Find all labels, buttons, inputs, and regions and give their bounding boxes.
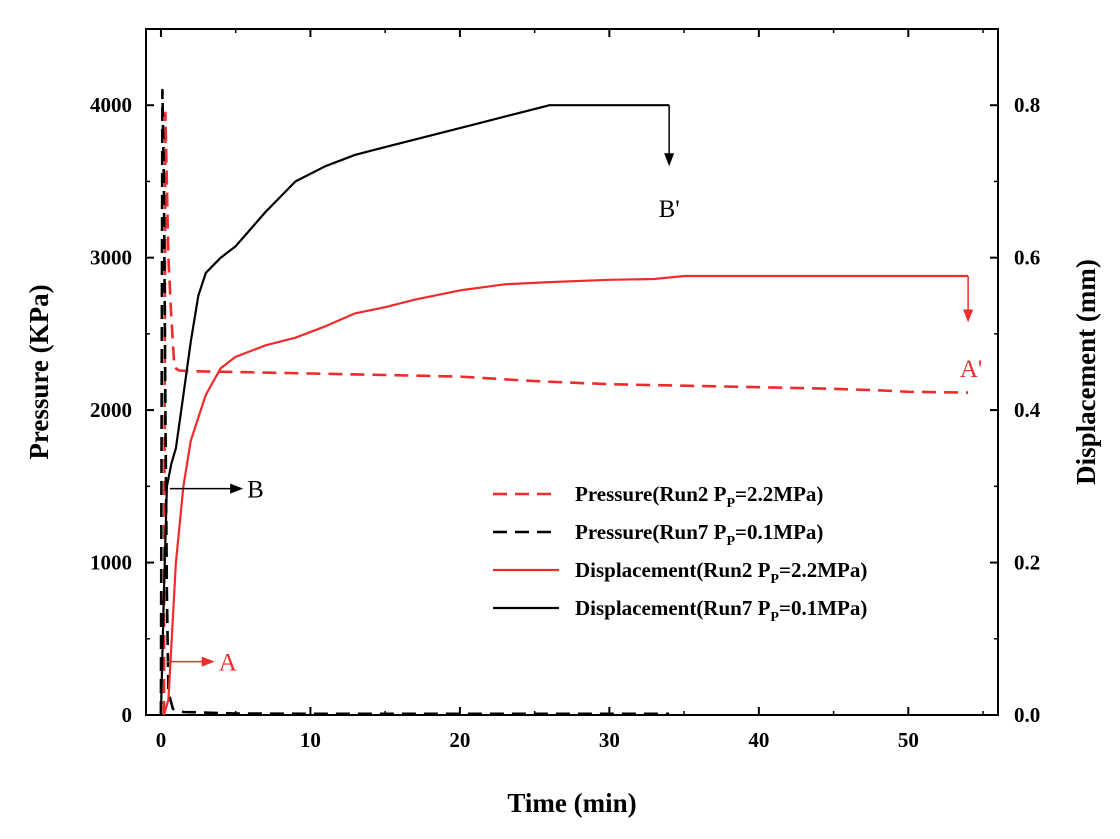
y2-axis-label: Displacement (mm) <box>1071 259 1101 485</box>
arrowhead <box>201 656 215 667</box>
legend-label-2: Pressure(Run7 PP=0.1MPa) <box>575 520 823 549</box>
annotation-label: A' <box>960 356 983 383</box>
annotation-label: B <box>247 477 264 504</box>
legend-subscript: P <box>726 496 735 511</box>
y2-tick-label: 0.4 <box>1014 398 1041 422</box>
legend-text: Pressure(Run2 P <box>575 482 727 506</box>
annotation-label: B' <box>659 196 680 223</box>
legend-text: Pressure(Run7 P <box>575 520 727 544</box>
y-tick-label: 3000 <box>90 246 132 270</box>
ticks-layer: 0 10 20 30 40 50 0 1000 2000 3000 4000 0.0 0.2 0.4 0.6… <box>90 29 1041 752</box>
legend-text: =2.2MPa) <box>735 482 823 506</box>
legend-subscript: P <box>770 610 779 625</box>
y-tick-label: 1000 <box>90 551 132 575</box>
y2-tick-label: 0.8 <box>1014 93 1040 117</box>
x-tick-label: 50 <box>898 728 919 752</box>
y2-tick-label: 0.0 <box>1014 703 1040 727</box>
legend-text: Displacement(Run2 P <box>575 558 771 582</box>
x-tick-label: 40 <box>748 728 769 752</box>
legend-subscript: P <box>770 572 779 587</box>
x-tick-label: 30 <box>599 728 620 752</box>
y2-tick-label: 0.6 <box>1014 246 1040 270</box>
legend-text: Displacement(Run7 P <box>575 596 771 620</box>
x-tick-label: 20 <box>449 728 470 752</box>
series-line-2 <box>159 88 670 716</box>
series-line-4 <box>159 104 670 716</box>
y2-tick-label: 0.2 <box>1014 551 1040 575</box>
y-axis-label: Pressure (KPa) <box>24 284 54 459</box>
x-tick-label: 10 <box>300 728 321 752</box>
series-line-1 <box>162 111 969 716</box>
y-tick-label: 2000 <box>90 398 132 422</box>
legend-text: =0.1MPa) <box>779 596 867 620</box>
legend: Pressure(Run2 PP=2.2MPa)Pressure(Run7 PP… <box>493 482 867 625</box>
legend-label-3: Displacement(Run2 PP=2.2MPa) <box>575 558 867 587</box>
y-tick-label: 4000 <box>90 93 132 117</box>
x-tick-label: 0 <box>156 728 167 752</box>
series-layer <box>159 88 969 716</box>
arrowhead <box>230 483 244 494</box>
annotation-label: A <box>219 650 237 677</box>
legend-text: =2.2MPa) <box>779 558 867 582</box>
arrowhead <box>664 153 675 167</box>
legend-label-4: Displacement(Run7 PP=0.1MPa) <box>575 596 867 625</box>
x-axis-label: Time (min) <box>507 788 636 818</box>
legend-subscript: P <box>726 534 735 549</box>
legend-label-1: Pressure(Run2 PP=2.2MPa) <box>575 482 823 511</box>
legend-text: =0.1MPa) <box>735 520 823 544</box>
arrowhead <box>963 309 974 323</box>
y-tick-label: 0 <box>122 703 133 727</box>
series-line-3 <box>162 274 969 716</box>
annotations-layer: A B A' B' <box>166 105 983 677</box>
